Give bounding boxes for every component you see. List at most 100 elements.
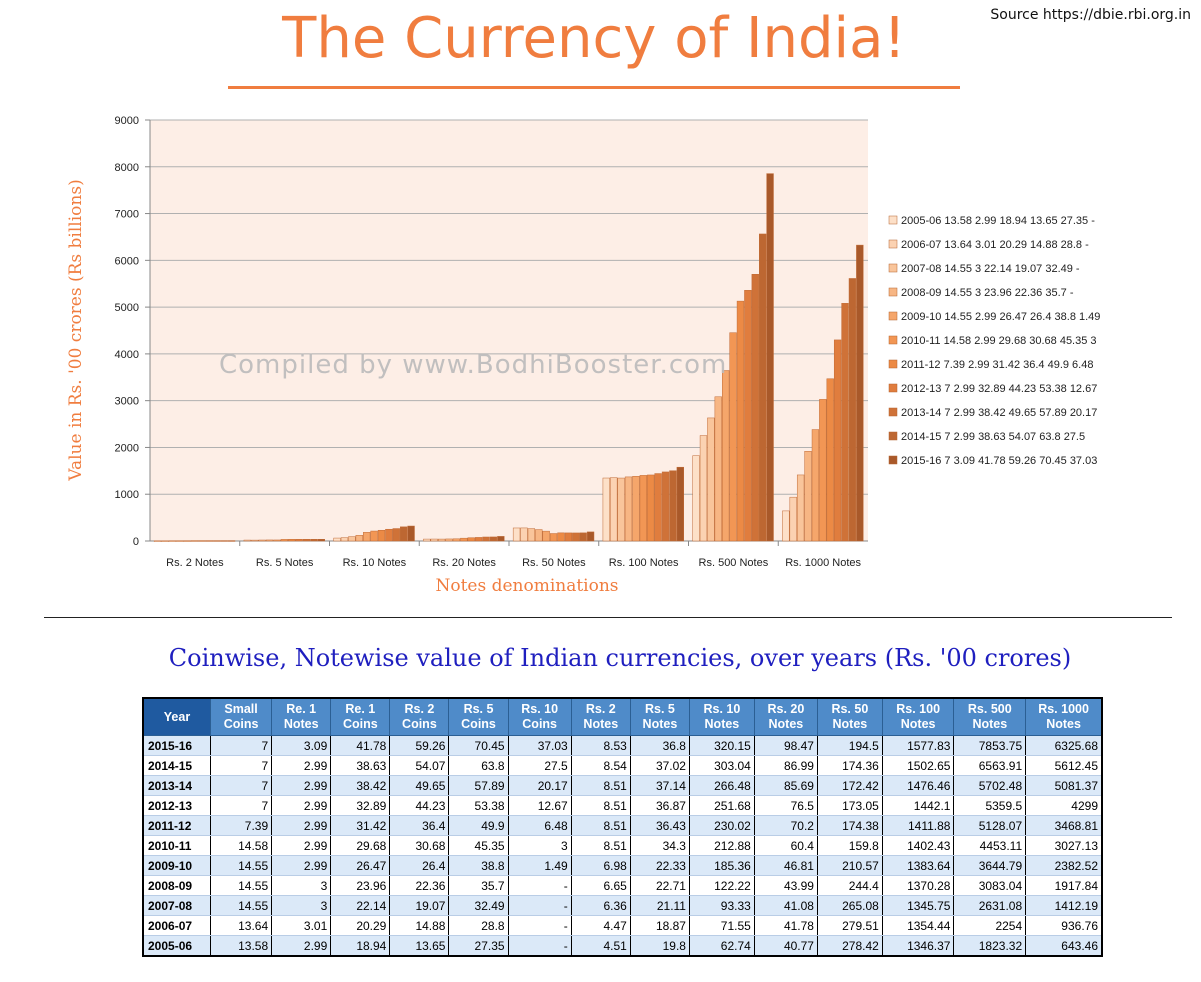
bar <box>692 455 700 542</box>
value-cell: 46.81 <box>753 855 818 876</box>
bar <box>392 528 400 542</box>
legend-entry: 2011-12 7.39 2.99 31.42 36.4 49.9 6.48 <box>901 359 1093 371</box>
bar <box>796 474 805 542</box>
legend-swatch <box>888 215 898 225</box>
legend-swatch <box>888 407 898 417</box>
value-cell: 22.36 <box>389 875 450 896</box>
bar <box>527 528 536 542</box>
value-cell: 29.68 <box>330 835 391 856</box>
bar <box>363 532 371 542</box>
value-cell: 3 <box>271 895 332 916</box>
value-cell: 266.48 <box>688 775 755 796</box>
value-cell: 5359.5 <box>953 795 1027 816</box>
value-cell: 23.96 <box>330 875 391 896</box>
y-tick-label: 8000 <box>115 162 139 174</box>
value-cell: 4453.11 <box>953 835 1027 856</box>
bar <box>722 370 730 542</box>
value-cell: 8.51 <box>570 775 631 796</box>
value-cell: 265.08 <box>816 895 883 916</box>
bar <box>610 477 618 542</box>
value-cell: 279.51 <box>816 915 883 936</box>
value-cell: 14.58 <box>209 835 273 856</box>
value-cell: 8.54 <box>570 755 631 776</box>
value-cell: 30.68 <box>389 835 450 856</box>
value-cell: 26.47 <box>330 855 391 876</box>
year-cell: 2009-10 <box>142 855 211 876</box>
value-cell: 27.5 <box>507 755 572 776</box>
table-row: 2012-13 7 2.99 32.89 44.23 53.38 12.67 8.51 36.8… <box>142 795 1103 816</box>
value-cell: 3083.04 <box>953 875 1027 896</box>
value-cell: 28.8 <box>448 915 509 936</box>
value-cell: 59.26 <box>389 735 450 756</box>
value-cell: 3.01 <box>271 915 332 936</box>
column-header: Rs. 50 Notes <box>816 697 883 736</box>
legend-entry: 2014-15 7 2.99 38.63 54.07 63.8 27.5 <box>901 431 1085 443</box>
value-cell: 7853.75 <box>953 735 1027 756</box>
value-cell: 20.17 <box>507 775 572 796</box>
value-cell: 21.11 <box>629 895 690 916</box>
value-cell: 27.35 <box>448 935 509 957</box>
table-row: 2006-07 13.64 3.01 20.29 14.88 28.8-4.47 18.87… <box>142 915 1103 936</box>
x-tick-label: Rs. 50 Notes <box>522 557 586 569</box>
value-cell: 32.89 <box>330 795 391 816</box>
bar <box>586 531 595 542</box>
bar <box>220 540 228 542</box>
bar <box>557 532 565 542</box>
bar <box>497 536 505 542</box>
value-cell: 86.99 <box>753 755 818 776</box>
value-cell: 6.48 <box>507 815 572 836</box>
bar <box>251 539 259 542</box>
x-tick-label: Rs. 5 Notes <box>256 557 314 569</box>
bar <box>602 477 610 542</box>
value-cell: 5081.37 <box>1025 775 1103 796</box>
legend-swatch <box>888 239 898 249</box>
value-cell: 1345.75 <box>881 895 955 916</box>
column-header: Rs. 2 Notes <box>570 697 631 736</box>
value-cell: 49.65 <box>389 775 450 796</box>
value-cell: 1346.37 <box>881 935 955 957</box>
title-underline <box>228 86 960 89</box>
legend-entry: 2007-08 14.55 3 22.14 19.07 32.49 - <box>901 263 1080 275</box>
legend-swatch <box>888 263 898 273</box>
value-cell: 76.5 <box>753 795 818 816</box>
year-cell: 2013-14 <box>142 775 211 796</box>
value-cell: 2.99 <box>271 795 332 816</box>
bar <box>467 537 475 542</box>
bar <box>273 539 281 542</box>
table-row: 2015-16 7 3.09 41.78 59.26 70.45 37.03 8.53 36.8… <box>142 735 1103 756</box>
bar <box>153 540 162 542</box>
value-cell: 13.58 <box>209 935 273 957</box>
value-cell: 43.99 <box>753 875 818 896</box>
legend-entry: 2008-09 14.55 3 23.96 22.36 35.7 - <box>901 287 1074 299</box>
x-tick-label: Rs. 1000 Notes <box>785 557 861 569</box>
y-tick-label: 5000 <box>115 302 139 314</box>
value-cell: 2254 <box>953 915 1027 936</box>
bar <box>430 538 438 542</box>
page-title: The Currency of India! <box>282 6 906 71</box>
bar <box>258 539 266 542</box>
bar <box>317 539 325 542</box>
x-tick-label: Rs. 2 Notes <box>166 557 224 569</box>
value-cell: 19.8 <box>629 935 690 957</box>
bar <box>385 528 393 542</box>
year-cell: 2007-08 <box>142 895 211 916</box>
table-row: 2010-11 14.58 2.99 29.68 30.68 45.35 3 8.51 34.3… <box>142 835 1103 856</box>
value-cell: 174.38 <box>816 815 883 836</box>
bar <box>617 477 625 542</box>
bar <box>744 290 752 542</box>
legend-swatch <box>888 431 898 441</box>
value-cell: - <box>507 935 572 957</box>
bar <box>302 539 311 542</box>
value-cell: 57.89 <box>448 775 509 796</box>
value-cell: 174.36 <box>816 755 883 776</box>
value-cell: 63.8 <box>448 755 509 776</box>
watermark-text: Compiled by www.BodhiBooster.com <box>219 350 728 380</box>
bar <box>168 540 177 542</box>
bar <box>729 332 737 542</box>
value-cell: 7 <box>209 795 273 816</box>
value-cell: 12.67 <box>507 795 572 816</box>
bar <box>423 538 431 542</box>
year-cell: 2014-15 <box>142 755 211 776</box>
value-cell: 60.4 <box>753 835 818 856</box>
value-cell: 4.51 <box>570 935 631 957</box>
